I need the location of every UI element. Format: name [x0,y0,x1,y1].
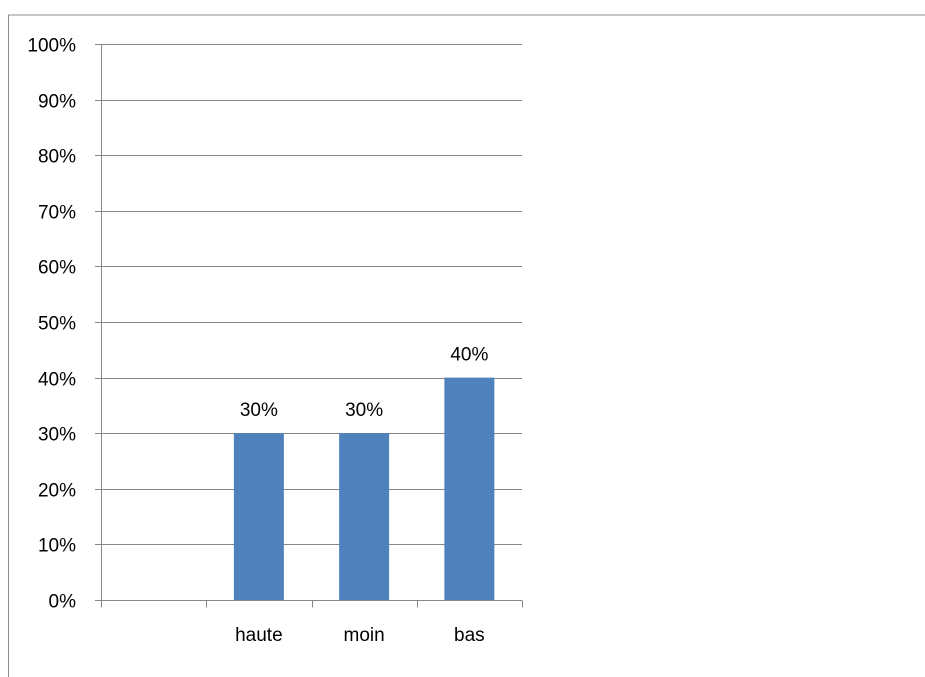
axes [95,44,523,608]
category-label-bas: bas [454,625,485,646]
category-labels: haute moin bas [235,625,485,646]
y-tick-label: 80% [38,147,76,168]
y-tick-label: 60% [38,258,76,279]
y-tick-label: 0% [49,592,77,613]
y-tick-label: 20% [38,481,76,502]
y-tick-label: 70% [38,203,76,224]
data-label-haute: 30% [240,400,278,421]
y-tick-label: 40% [38,370,76,391]
y-tick-label: 50% [38,314,76,335]
bar-bas [444,377,495,600]
gridlines [101,44,522,545]
bar-haute [233,433,284,600]
data-label-bas: 40% [450,345,488,366]
y-tick-label: 10% [38,536,76,557]
chart-area-border [8,14,925,677]
category-label-moin: moin [344,625,385,646]
y-tick-label: 30% [38,425,76,446]
bars [233,377,495,600]
bar-moin [339,433,390,600]
data-labels: 30% 30% 40% [240,345,489,422]
data-label-moin: 30% [345,400,383,421]
y-tick-label: 90% [38,92,76,113]
y-tick-labels: 0% 10% 20% 30% 40% 50% 60% 70% 80% 90% 100% [27,36,76,613]
category-label-haute: haute [235,625,283,646]
y-tick-label: 100% [27,36,76,57]
